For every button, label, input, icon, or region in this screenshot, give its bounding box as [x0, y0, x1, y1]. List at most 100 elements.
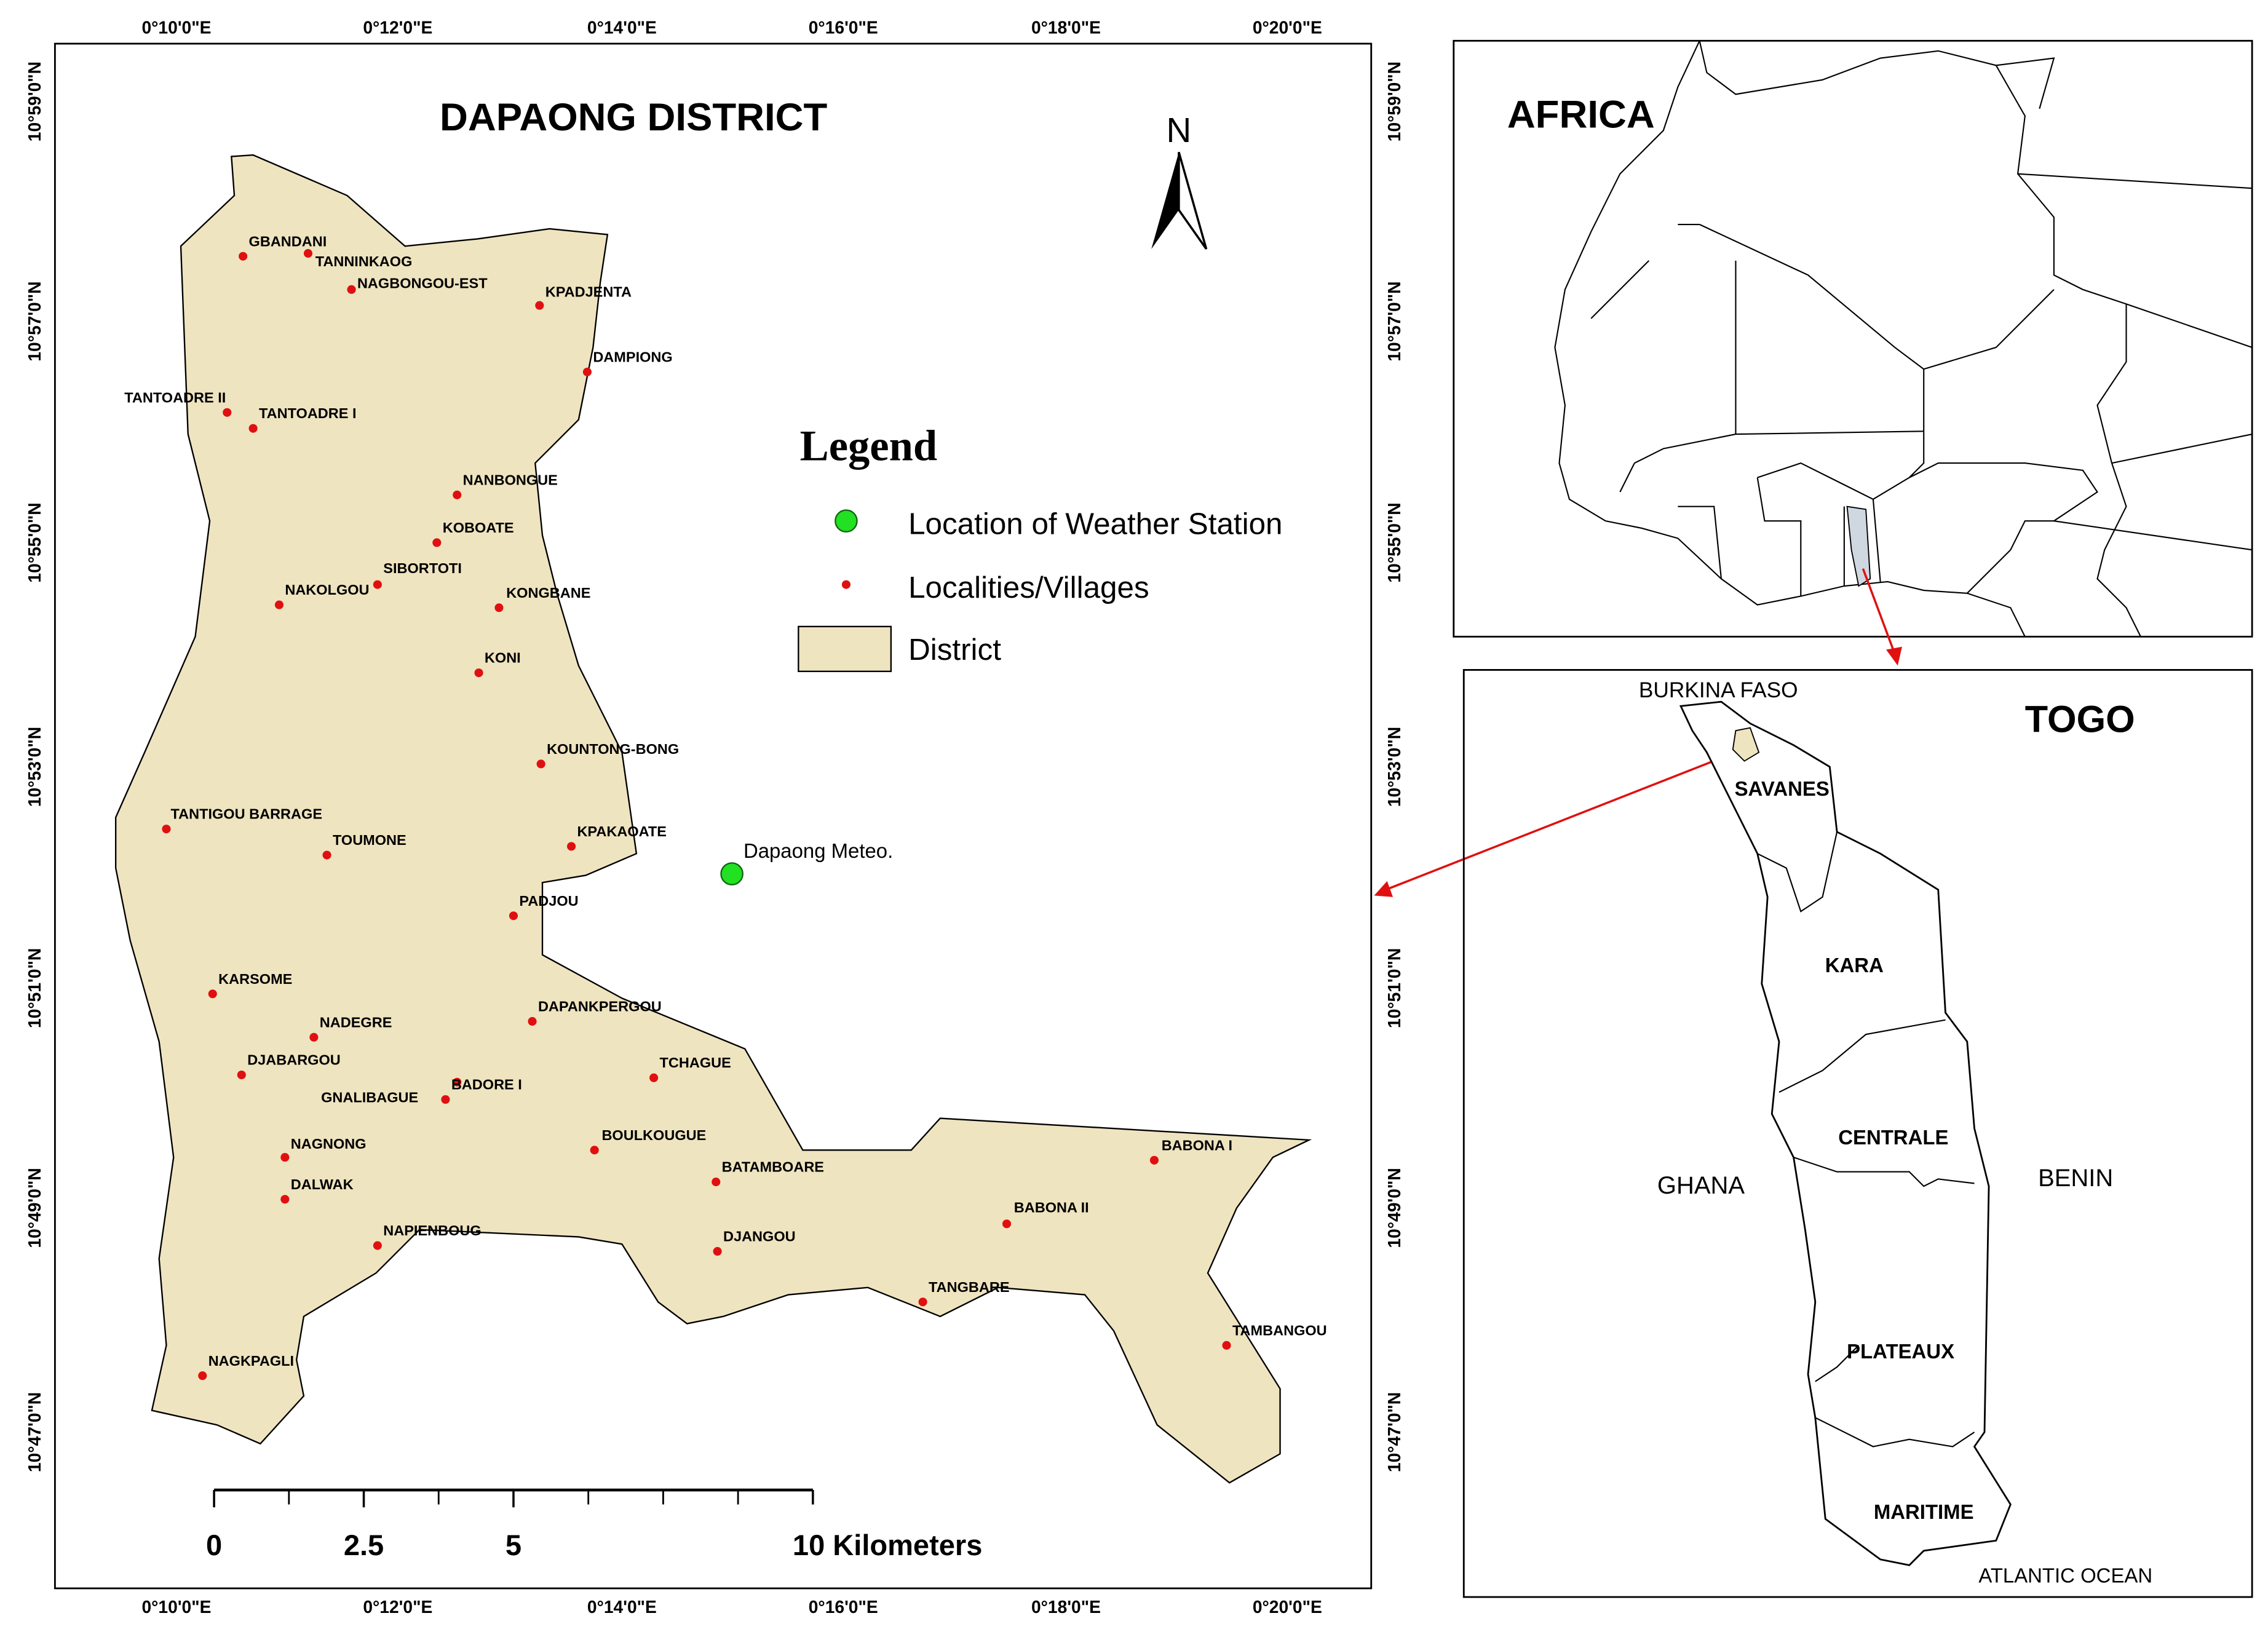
village	[280, 1195, 290, 1204]
village	[373, 580, 382, 589]
togo-frame	[1462, 669, 2253, 1598]
scale-label: 5	[506, 1529, 521, 1561]
village-label: TOUMONE	[333, 832, 406, 848]
region-label: SAVANES	[1735, 777, 1830, 800]
latitude-label: 10°59'0"N	[25, 61, 44, 141]
country-label: GHANA	[1657, 1172, 1745, 1199]
village-label: DALWAK	[291, 1176, 354, 1192]
country-label: BENIN	[2038, 1165, 2113, 1192]
scale-label: 2.5	[344, 1529, 384, 1561]
village-label: GNALIBAGUE	[321, 1090, 418, 1106]
village-label: DJABARGOU	[247, 1052, 341, 1068]
legend-district-symbol	[798, 625, 892, 672]
legend-item: Localities/Villages	[908, 571, 1149, 604]
village	[237, 1070, 246, 1080]
latitude-label: 10°51'0"N	[25, 948, 44, 1028]
village-label: KONI	[485, 650, 521, 666]
region-label: PLATEAUX	[1847, 1340, 1954, 1363]
village-label: NAGNONG	[291, 1136, 367, 1152]
village	[303, 249, 313, 258]
longitude-label: 0°18'0"E	[1031, 1597, 1101, 1617]
latitude-label: 10°53'0"N	[1384, 727, 1404, 807]
village-label: NADEGRE	[320, 1014, 392, 1030]
longitude-label: 0°12'0"E	[363, 18, 432, 38]
village-label: BABONA I	[1162, 1137, 1232, 1153]
village-label: TANTOADRE II	[124, 389, 226, 405]
village	[536, 759, 545, 769]
region-label: CENTRALE	[1838, 1126, 1948, 1149]
village-label: BOULKOUGUE	[601, 1127, 706, 1143]
arrow-line	[1385, 751, 1737, 891]
district-locator	[1732, 727, 1760, 762]
longitude-label: 0°10'0"E	[141, 18, 211, 38]
village	[712, 1178, 721, 1187]
village-label: TANTIGOU BARRAGE	[171, 806, 322, 822]
village	[649, 1073, 659, 1082]
arrow-line	[1862, 568, 1896, 655]
africa-border	[1699, 41, 2141, 637]
village	[474, 668, 483, 678]
village-label: BATAMBOARE	[722, 1159, 824, 1175]
village-label: DAPANKPERGOU	[538, 999, 662, 1015]
village	[162, 825, 171, 834]
village	[918, 1297, 927, 1307]
village-label: TAMBANGOU	[1232, 1322, 1327, 1338]
village	[567, 842, 576, 851]
latitude-label: 10°51'0"N	[1384, 948, 1404, 1028]
longitude-label: 0°20'0"E	[1253, 1597, 1322, 1617]
village-label: BADORE I	[451, 1077, 522, 1093]
village	[590, 1146, 599, 1155]
region-label: KARA	[1825, 954, 1884, 976]
village	[373, 1241, 382, 1250]
africa-outline	[1554, 40, 2253, 637]
village	[208, 989, 217, 999]
village-label: KPAKAOATE	[577, 823, 666, 839]
village	[453, 490, 462, 499]
village-label: TANGBARE	[929, 1279, 1010, 1295]
village-label: KONGBANE	[506, 585, 590, 601]
africa-border	[1619, 462, 2098, 596]
village-label: TANTOADRE I	[259, 405, 357, 421]
legend-village-symbol	[841, 580, 850, 589]
latitude-label: 10°47'0"N	[1384, 1392, 1404, 1472]
village-label: SIBORTOTI	[383, 560, 462, 576]
latitude-label: 10°49'0"N	[25, 1168, 44, 1248]
district-boundary	[114, 154, 1312, 1484]
weather-station	[720, 862, 743, 885]
village	[347, 285, 356, 294]
village-label: NAKOLGOU	[285, 582, 369, 598]
village-label: TCHAGUE	[660, 1055, 731, 1071]
village	[274, 600, 284, 609]
togo-outline	[1679, 700, 2012, 1566]
village-label: PADJOU	[519, 893, 578, 909]
scale-end-label: 10 Kilometers	[793, 1529, 982, 1561]
arrow-head	[1886, 646, 1902, 666]
village	[528, 1016, 537, 1026]
latitude-label: 10°47'0"N	[25, 1392, 44, 1472]
latitude-label: 10°57'0"N	[25, 281, 44, 361]
latitude-label: 10°55'0"N	[1384, 502, 1404, 582]
longitude-label: 0°18'0"E	[1031, 18, 1101, 38]
latitude-label: 10°53'0"N	[25, 727, 44, 807]
longitude-label: 0°16'0"E	[809, 1597, 878, 1617]
legend-item: District	[908, 633, 1001, 667]
region-border	[1757, 831, 1975, 1448]
africa-coast	[1554, 40, 2026, 637]
village-label: DJANGOU	[723, 1229, 796, 1245]
village	[535, 301, 544, 310]
village	[1002, 1219, 1012, 1229]
legend-item: Location of Weather Station	[908, 507, 1282, 541]
arrow-head	[1374, 881, 1394, 897]
latitude-label: 10°57'0"N	[1384, 281, 1404, 361]
village-label: KPADJENTA	[545, 284, 632, 300]
village-label: NAGKPAGLI	[208, 1353, 294, 1369]
africa-border	[1590, 57, 2253, 551]
village	[441, 1095, 450, 1104]
village-label: NAPIENBOUG	[383, 1222, 481, 1238]
country-label: BURKINA FASO	[1639, 678, 1798, 702]
village-label: TANNINKAOG	[315, 253, 413, 269]
scale-label: 0	[206, 1529, 222, 1561]
village	[198, 1371, 207, 1380]
map-title: DAPAONG DISTRICT	[440, 96, 827, 139]
